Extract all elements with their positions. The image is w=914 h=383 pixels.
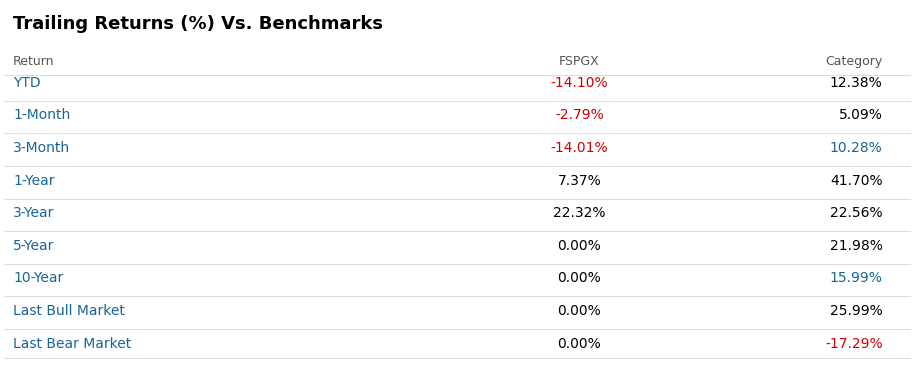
Text: FSPGX: FSPGX	[558, 55, 600, 68]
Text: 3-Month: 3-Month	[13, 141, 70, 155]
Text: 15.99%: 15.99%	[830, 272, 883, 285]
Text: 10-Year: 10-Year	[13, 272, 63, 285]
Text: 41.70%: 41.70%	[830, 173, 883, 188]
Text: -2.79%: -2.79%	[555, 108, 603, 123]
Text: -17.29%: -17.29%	[825, 337, 883, 350]
Text: 0.00%: 0.00%	[558, 272, 601, 285]
Text: 1-Month: 1-Month	[13, 108, 70, 123]
Text: Trailing Returns (%) Vs. Benchmarks: Trailing Returns (%) Vs. Benchmarks	[13, 15, 383, 33]
Text: Return: Return	[13, 55, 55, 68]
Text: 7.37%: 7.37%	[558, 173, 601, 188]
Text: Last Bull Market: Last Bull Market	[13, 304, 125, 318]
Text: 25.99%: 25.99%	[830, 304, 883, 318]
Text: Last Bear Market: Last Bear Market	[13, 337, 132, 350]
Text: 5-Year: 5-Year	[13, 239, 55, 253]
Text: 1-Year: 1-Year	[13, 173, 55, 188]
Text: 22.32%: 22.32%	[553, 206, 605, 220]
Text: 3-Year: 3-Year	[13, 206, 55, 220]
Text: 21.98%: 21.98%	[830, 239, 883, 253]
Text: 10.28%: 10.28%	[830, 141, 883, 155]
Text: YTD: YTD	[13, 76, 41, 90]
Text: 0.00%: 0.00%	[558, 337, 601, 350]
Text: Category: Category	[825, 55, 883, 68]
Text: 22.56%: 22.56%	[830, 206, 883, 220]
Text: 0.00%: 0.00%	[558, 239, 601, 253]
Text: -14.01%: -14.01%	[550, 141, 608, 155]
Text: 5.09%: 5.09%	[839, 108, 883, 123]
Text: 12.38%: 12.38%	[830, 76, 883, 90]
Text: -14.10%: -14.10%	[550, 76, 608, 90]
Text: 0.00%: 0.00%	[558, 304, 601, 318]
